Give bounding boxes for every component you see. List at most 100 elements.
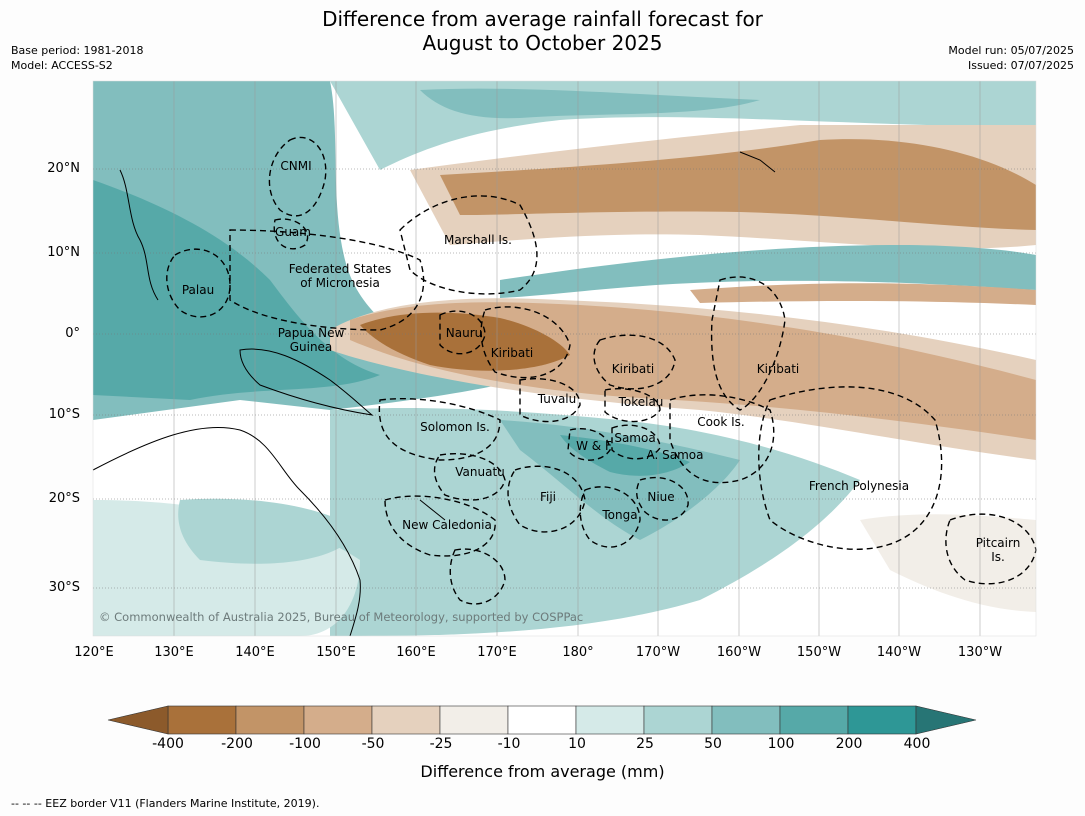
eez-tokelau (604, 388, 661, 423)
brown-ribbon (690, 283, 1036, 305)
eez-kiribati-e (710, 276, 786, 411)
label-french-polynesia: French Polynesia (808, 479, 910, 493)
lat-tick: 20°N (47, 161, 80, 176)
new-caledonia-coast (419, 499, 446, 521)
lon-tick: 170°E (477, 645, 517, 660)
eez-cnmi (268, 136, 327, 217)
eez-tuvalu (519, 378, 581, 423)
label-kiribati-central: Kiribati (611, 362, 655, 376)
lat-tick: 30°S (48, 580, 80, 595)
colorbar-swatch (439, 705, 509, 735)
lat-tick: 0° (65, 326, 80, 341)
eez-norfolk (449, 548, 506, 605)
graticule (93, 168, 1036, 589)
label-niue: Niue (647, 490, 675, 504)
colorbar-label: Difference from average (mm) (420, 762, 665, 781)
brown-south-east (860, 514, 1036, 612)
label-fsm: Federated States of Micronesia (289, 262, 391, 290)
eez-footnote: -- -- -- EEZ border V11 (Flanders Marine… (11, 797, 320, 810)
colorbar-tick: -50 (361, 736, 385, 752)
label-new-caledonia: New Caledonia (402, 518, 492, 532)
lon-tick: 160°W (716, 645, 762, 660)
lon-tick: 160°E (396, 645, 436, 660)
label-solomon-islands: Solomon Is. (420, 420, 490, 434)
colorbar-swatch (711, 705, 781, 735)
colorbar-tick: -100 (289, 736, 321, 752)
teal-west-dark (93, 180, 380, 400)
colorbar-swatch (235, 705, 305, 735)
eez-fiji (507, 465, 586, 533)
lon-tick: 140°E (235, 645, 275, 660)
plot-frame (92, 80, 1037, 637)
lon-tick: 150°W (796, 645, 842, 660)
model-run-date: Model run: 05/07/2025 (948, 44, 1074, 57)
philippines-coast (119, 169, 159, 301)
lat-tick: 10°N (47, 245, 80, 260)
label-pitcairn-line1: Pitcairn (975, 536, 1021, 550)
colorbar-over-arrow (915, 705, 977, 735)
colorbar-tick: 200 (835, 736, 863, 752)
eez-solomon (378, 398, 501, 461)
label-cook-islands: Cook Is. (697, 415, 745, 429)
coastlines (92, 151, 776, 637)
label-samoa: Samoa (614, 431, 656, 445)
model-run-info: Model run: 05/07/2025 Issued: 07/07/2025 (948, 43, 1074, 73)
eez-guam (273, 218, 309, 250)
eez-kiribati-c (593, 334, 676, 390)
colorbar-swatch (643, 705, 713, 735)
lon-tick: 180° (562, 645, 594, 660)
colorbar-tick: 10 (568, 736, 586, 752)
lon-tick: 130°W (957, 645, 1003, 660)
colorbar-swatch (847, 705, 917, 735)
colorbar-tick: -10 (497, 736, 521, 752)
brown-central-dark (360, 312, 570, 371)
label-png-line2: Guinea (289, 340, 333, 354)
label-american-samoa: A. Samoa (646, 448, 704, 462)
label-fsm-line1: Federated States (288, 262, 392, 276)
label-kiribati-east: Kiribati (756, 362, 800, 376)
colorbar-swatch (167, 705, 237, 735)
eez-kiribati-w (480, 306, 571, 379)
eez-pitcairn (945, 513, 1037, 585)
label-pitcairn-line2: Is. (991, 550, 1005, 564)
colorbar-swatch (575, 705, 645, 735)
colorbar-swatch (303, 705, 373, 735)
teal-north-dark (420, 88, 760, 119)
colorbar-tick: -400 (152, 736, 184, 752)
chart-title: Difference from average rainfall forecas… (0, 7, 1085, 55)
title-line-2: August to October 2025 (422, 31, 663, 55)
model-name: Model: ACCESS-S2 (11, 59, 113, 72)
copyright-notice: © Commonwealth of Australia 2025, Bureau… (99, 610, 584, 624)
eez-new-caledonia (384, 495, 496, 557)
base-period-info: Base period: 1981-2018 Model: ACCESS-S2 (11, 43, 143, 73)
eez-borders (166, 136, 1037, 605)
label-vanuatu: Vanuatu (455, 465, 505, 479)
eez-nauru (439, 310, 486, 355)
label-guam: Guam (275, 225, 311, 239)
eez-fsm (229, 229, 425, 331)
label-tuvalu: Tuvalu (537, 392, 577, 406)
label-palau: Palau (181, 283, 215, 297)
colorbar-tick: 100 (767, 736, 795, 752)
lon-tick: 150°E (316, 645, 356, 660)
label-kiribati-west: Kiribati (490, 346, 534, 360)
teal-spcz-dark (500, 420, 740, 540)
hawaii-coast (739, 151, 776, 173)
colorbar-swatch (507, 705, 577, 735)
label-fiji: Fiji (539, 490, 557, 504)
new-guinea-coast (239, 348, 374, 416)
eez-french-polynesia (758, 386, 943, 550)
teal-south-west-2 (178, 498, 360, 564)
issued-date: Issued: 07/07/2025 (967, 59, 1074, 72)
eez-cook (669, 394, 775, 484)
lon-tick: 130°E (154, 645, 194, 660)
label-pitcairn: Pitcairn Is. (976, 536, 1021, 564)
colorbar (107, 705, 977, 735)
label-tokelau: Tokelau (618, 395, 664, 409)
colorbar-swatch (779, 705, 849, 735)
label-png: Papua New Guinea (278, 326, 345, 354)
colorbar-tick: -25 (429, 736, 453, 752)
brown-north-band (440, 139, 1036, 230)
teal-spcz-core (560, 435, 690, 476)
